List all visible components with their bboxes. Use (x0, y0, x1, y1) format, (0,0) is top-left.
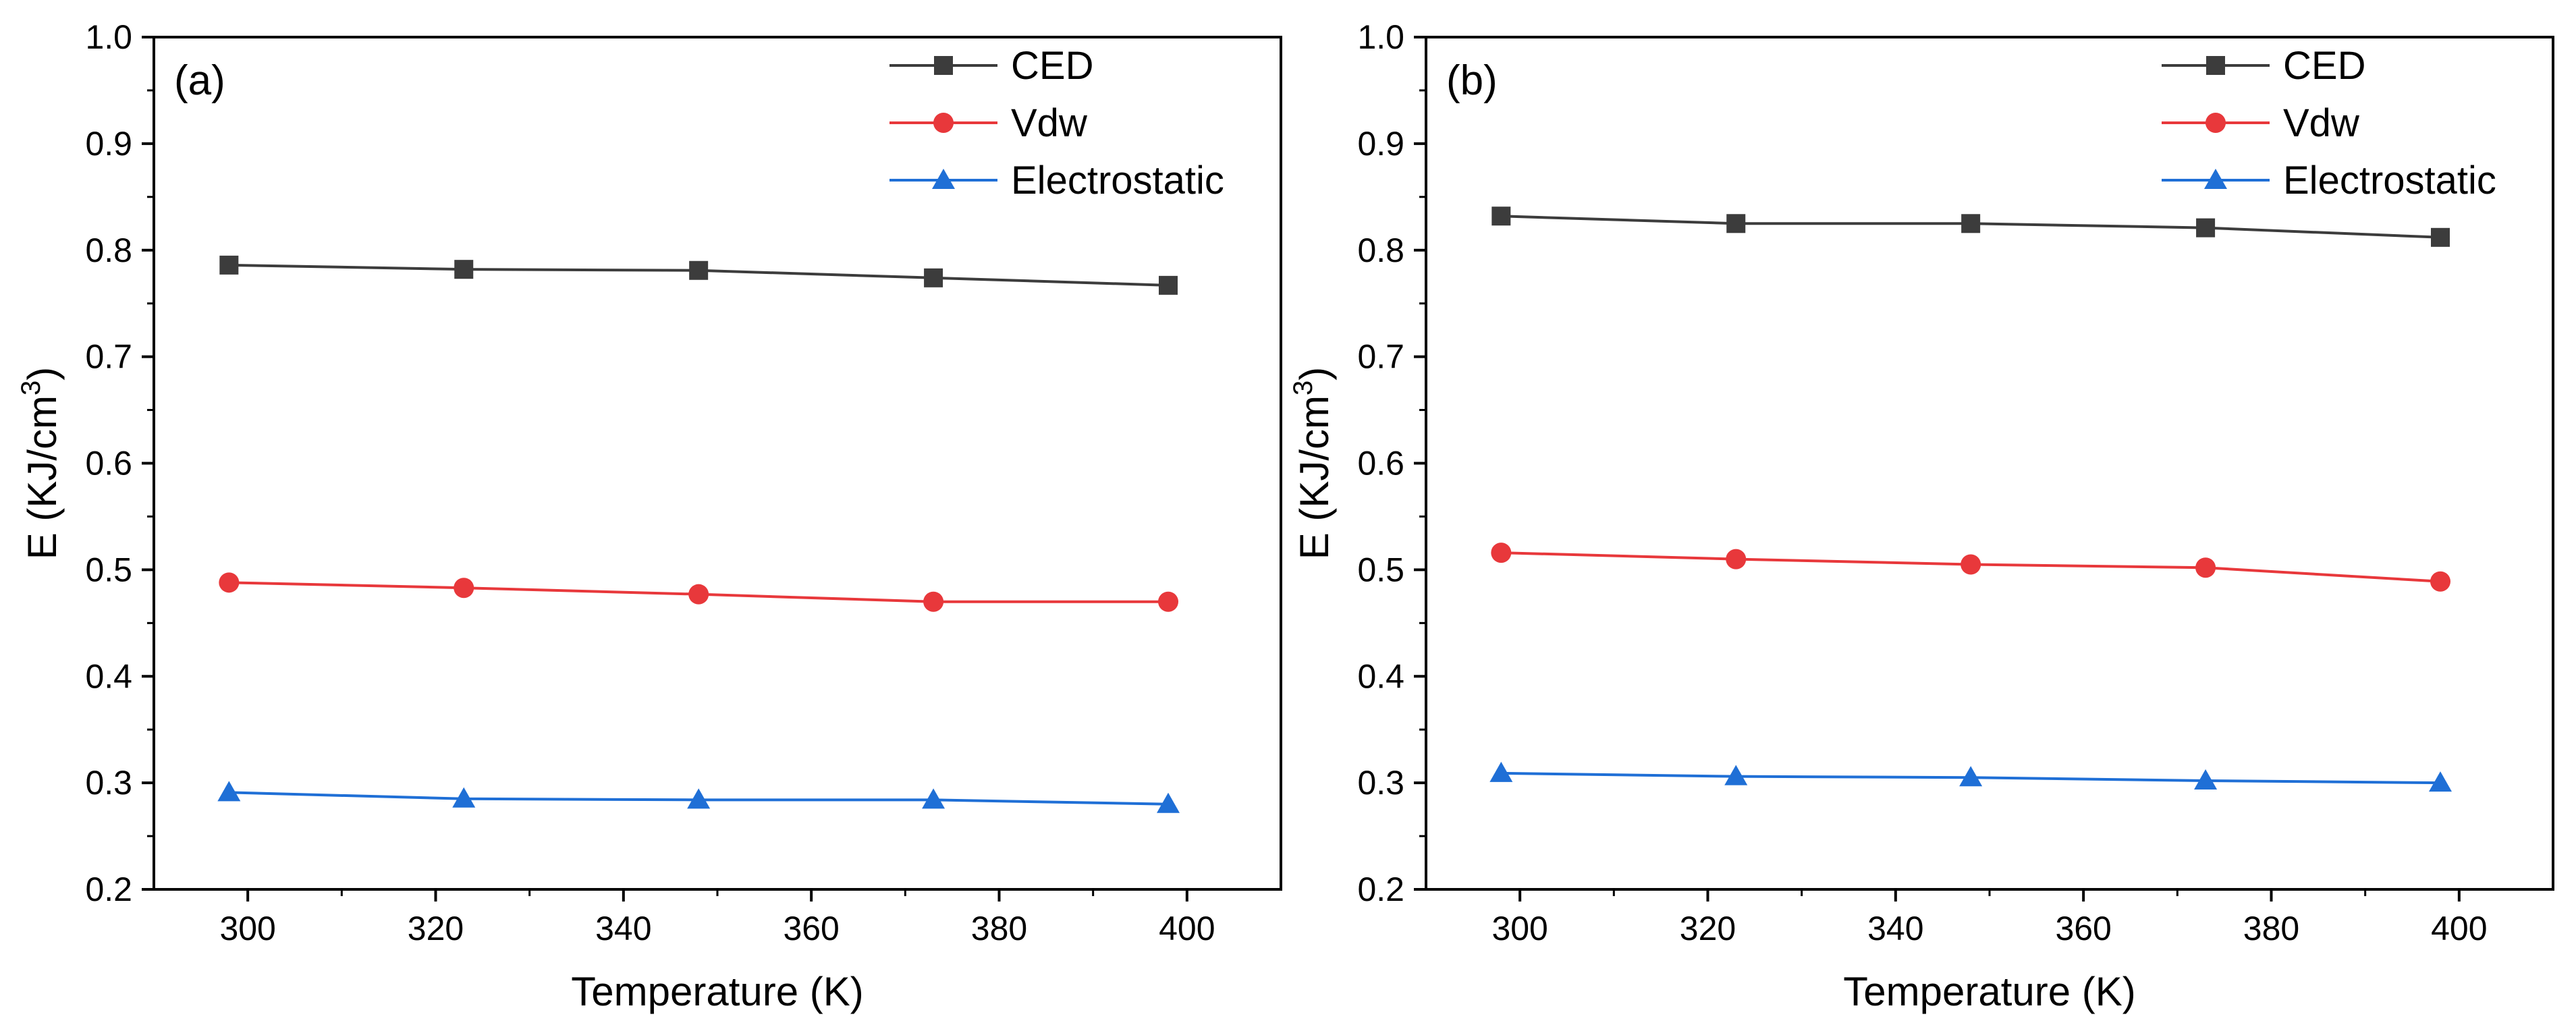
y-axis-title-end: ) (20, 367, 65, 381)
data-point-electrostatic (2429, 771, 2452, 792)
y-axis-title-superscript: 3 (16, 381, 46, 395)
data-point-ced (454, 260, 474, 279)
y-axis-title-main: E (KJ/cm (1292, 395, 1337, 559)
x-tick-label: 360 (783, 910, 839, 947)
legend-marker-ced (934, 56, 953, 75)
x-tick-label: 400 (2431, 910, 2487, 947)
panel-label: (a) (174, 57, 225, 104)
y-tick-label: 0.6 (1357, 445, 1404, 482)
data-point-electrostatic (452, 787, 476, 808)
data-point-ced (1491, 206, 1511, 226)
legend: CED Vdw Electrostatic (2162, 44, 2496, 202)
data-point-ced (219, 255, 239, 275)
y-axis-title-main: E (KJ/cm (20, 395, 65, 559)
data-point-vdw (219, 572, 240, 593)
data-point-ced (2431, 227, 2450, 247)
y-tick-label: 0.5 (1357, 551, 1404, 588)
x-tick-label: 320 (408, 910, 464, 947)
data-point-electrostatic (1489, 761, 1513, 782)
data-point-vdw (688, 584, 709, 605)
data-point-electrostatic (1959, 766, 1983, 787)
series-ced (1491, 206, 2450, 247)
series-electrostatic (1489, 761, 2452, 792)
chart-panel-b: 300 320 340 360 380 400 0.2 0.3 0.4 0.5 0.6 0.7 0.8 0… (1288, 18, 2554, 1014)
series-electrostatic (217, 781, 1180, 813)
legend-label-ced: CED (2283, 44, 2365, 88)
data-point-ced (1159, 275, 1178, 295)
y-tick-label: 0.8 (1357, 231, 1404, 269)
data-point-electrostatic (217, 781, 241, 802)
data-point-vdw (923, 591, 944, 612)
y-tick-label: 0.2 (1357, 870, 1404, 908)
legend-label-vdw: Vdw (2283, 101, 2360, 145)
y-tick-label: 0.4 (1357, 657, 1404, 695)
x-tick-label: 340 (1867, 910, 1923, 947)
y-axis-title-end: ) (1292, 367, 1337, 381)
x-tick-label: 300 (219, 910, 275, 947)
data-point-ced (1961, 214, 1981, 233)
data-point-electrostatic (1157, 792, 1180, 813)
data-point-vdw (2195, 557, 2216, 578)
legend-marker-ced (2206, 56, 2225, 75)
data-point-electrostatic (687, 788, 711, 809)
legend-marker-vdw (933, 113, 954, 133)
y-tick-label: 0.9 (85, 125, 132, 163)
y-axis-title-superscript: 3 (1288, 381, 1318, 395)
series-vdw (219, 572, 1178, 612)
y-tick-label: 0.4 (85, 657, 132, 695)
x-tick-label: 300 (1491, 910, 1547, 947)
y-tick-label: 0.3 (1357, 764, 1404, 802)
y-tick-label: 0.2 (85, 870, 132, 908)
data-point-vdw (1491, 543, 1512, 563)
x-tick-label: 380 (2243, 910, 2299, 947)
series-ced (219, 255, 1178, 295)
legend-label-ced: CED (1011, 44, 1093, 88)
x-tick-label: 340 (595, 910, 651, 947)
x-tick-label: 400 (1159, 910, 1215, 947)
y-tick-label: 0.6 (85, 445, 132, 482)
legend: CED Vdw Electrostatic (889, 44, 1224, 202)
data-point-vdw (1158, 591, 1178, 612)
x-tick-label: 380 (971, 910, 1027, 947)
legend-marker-electrostatic (932, 169, 955, 189)
y-tick-label: 1.0 (85, 18, 132, 56)
data-point-electrostatic (922, 788, 946, 809)
x-axis-title: Temperature (K) (1843, 969, 2135, 1014)
y-axis-title: E (KJ/cm3) (1288, 367, 1337, 560)
data-point-ced (689, 260, 709, 280)
legend-marker-electrostatic (2204, 169, 2227, 189)
y-tick-label: 0.7 (1357, 338, 1404, 376)
data-point-electrostatic (2194, 769, 2218, 789)
chart-panel-a: 300 320 340 360 380 400 0.2 0.3 0.4 0.5 0.6 0.7 0.8 0… (16, 18, 1282, 1014)
y-axis-title: E (KJ/cm3) (16, 367, 65, 560)
legend-label-vdw: Vdw (1011, 101, 1088, 145)
x-tick-label: 360 (2055, 910, 2111, 947)
series-vdw (1491, 543, 2450, 592)
data-point-vdw (454, 578, 474, 599)
legend-label-electrostatic: Electrostatic (1011, 159, 1224, 202)
data-point-ced (924, 268, 943, 287)
legend-label-electrostatic: Electrostatic (2283, 159, 2496, 202)
data-point-ced (2196, 218, 2216, 238)
legend-marker-vdw (2205, 113, 2226, 133)
data-point-vdw (2430, 571, 2450, 592)
panel-label: (b) (1446, 57, 1498, 104)
data-point-ced (1726, 214, 1746, 233)
y-tick-label: 1.0 (1357, 18, 1404, 56)
y-tick-label: 0.8 (85, 231, 132, 269)
data-point-electrostatic (1724, 765, 1748, 785)
data-point-vdw (1726, 549, 1747, 570)
x-tick-label: 320 (1680, 910, 1736, 947)
data-point-vdw (1961, 554, 1981, 575)
y-tick-label: 0.7 (85, 338, 132, 376)
y-tick-label: 0.3 (85, 764, 132, 802)
x-axis-title: Temperature (K) (571, 969, 863, 1014)
y-tick-label: 0.5 (85, 551, 132, 588)
y-tick-label: 0.9 (1357, 125, 1404, 163)
